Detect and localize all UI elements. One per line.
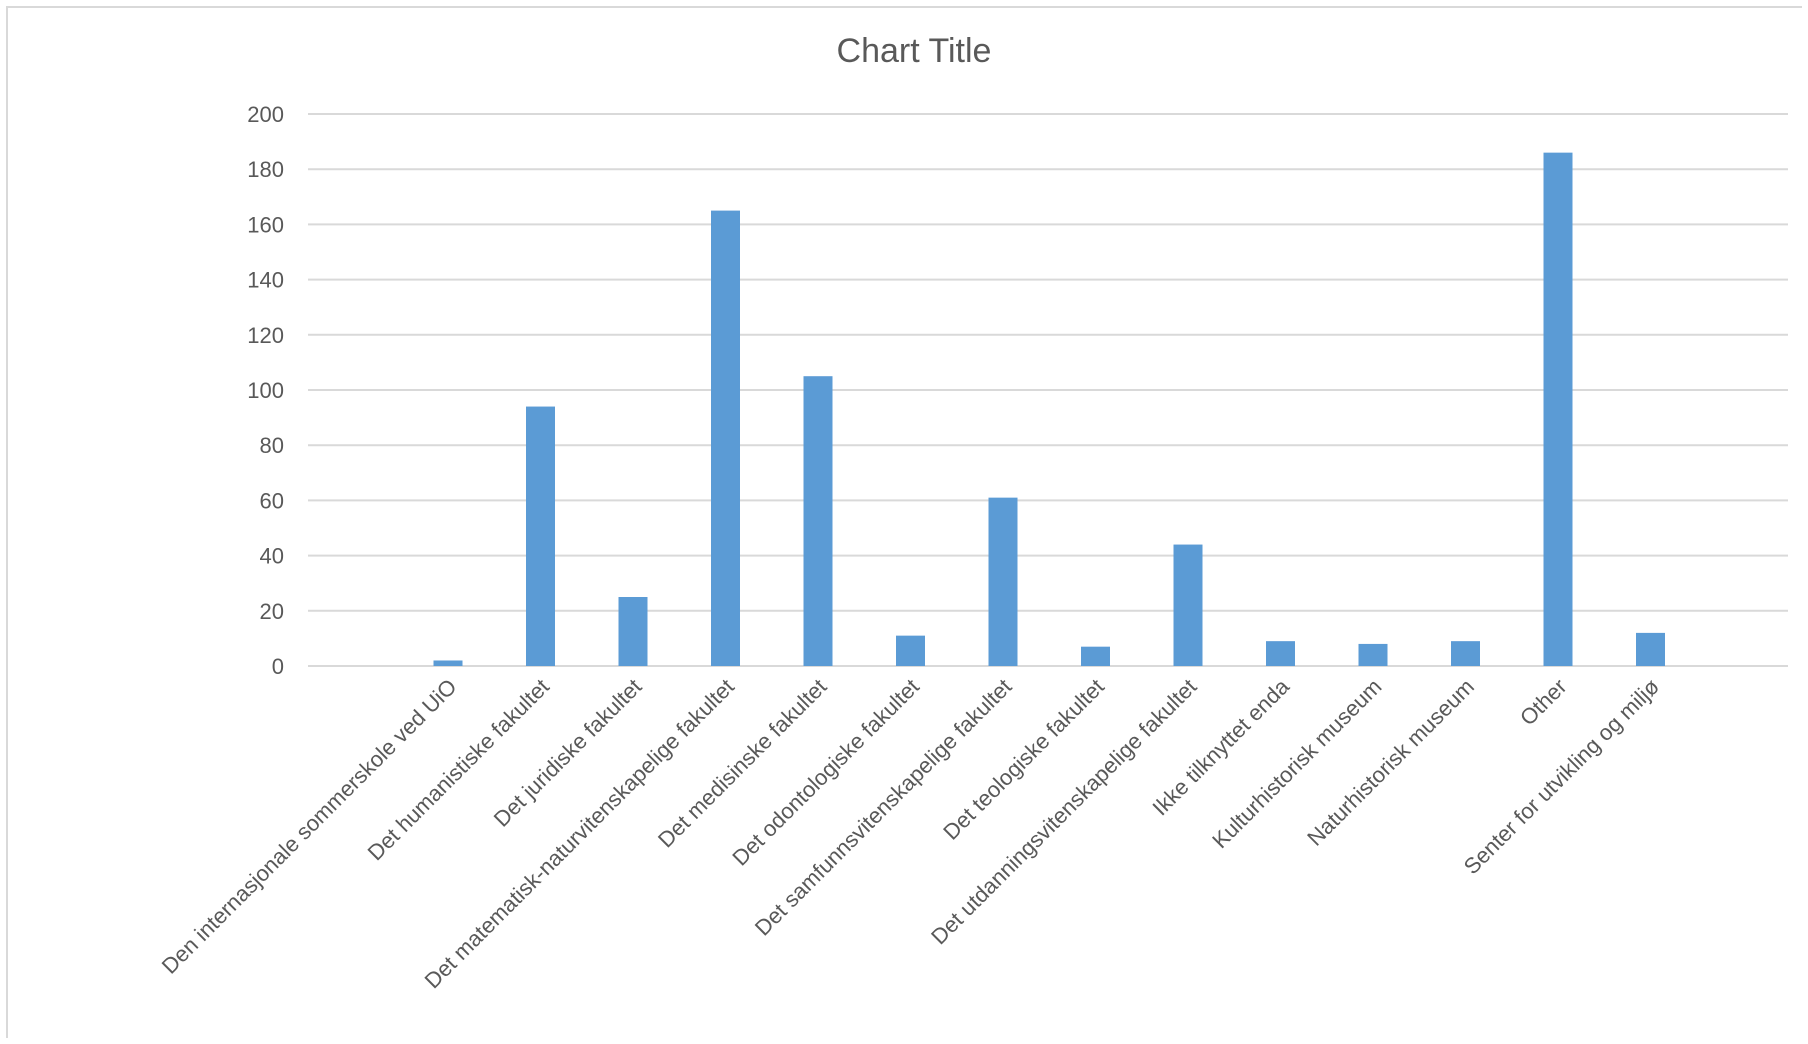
y-tick-label: 160 [247, 212, 284, 237]
bar [433, 660, 463, 666]
chart-area: Chart Title 0 20 40 60 80 100 120 140 160 180 200 … [6, 6, 1802, 1038]
x-category-label: Det humanistiske fakultet [363, 674, 554, 865]
bar [1173, 544, 1203, 666]
bar [896, 635, 925, 666]
bar [988, 497, 1018, 666]
bar [803, 376, 833, 666]
y-tick-label: 120 [247, 323, 284, 348]
bar [1636, 632, 1665, 666]
y-axis-tick-labels: 0 20 40 60 80 100 120 140 160 180 200 [247, 102, 284, 679]
y-tick-label: 80 [260, 433, 284, 458]
x-category-label: Det odontologiske fakultet [727, 674, 924, 871]
bar [1543, 152, 1573, 666]
x-category-label: Other [1515, 674, 1572, 731]
y-tick-label: 40 [260, 544, 284, 569]
x-category-label: Det matematisk-naturvitenskapelige fakul… [420, 674, 739, 993]
bar [1358, 643, 1388, 666]
y-tick-label: 200 [247, 102, 284, 127]
x-category-label: Senter for utvikling og miljø [1459, 674, 1664, 879]
y-tick-label: 60 [260, 488, 284, 513]
bars [433, 152, 1665, 666]
bar [526, 406, 555, 666]
x-category-label: Naturhistorisk museum [1302, 674, 1479, 851]
bar [711, 210, 740, 666]
y-tick-label: 180 [247, 157, 284, 182]
x-category-label: Kulturhistorisk museum [1207, 674, 1386, 853]
y-tick-label: 0 [272, 654, 284, 679]
bar [1081, 646, 1110, 666]
bar-chart: Chart Title 020406080100120140160180200 … [157, 32, 1788, 993]
bar [1266, 641, 1295, 666]
x-axis-category-labels: Den internasjonale sommerskole ved UiODe… [157, 673, 1664, 993]
chart-title: Chart Title [837, 32, 992, 70]
x-category-label: Det teologiske fakultet [938, 674, 1109, 845]
bar [1451, 641, 1480, 666]
bar [618, 597, 648, 666]
y-tick-label: 100 [247, 378, 284, 403]
y-tick-label: 20 [260, 599, 284, 624]
y-tick-label: 140 [247, 268, 284, 293]
x-category-label: Det medisinske fakultet [653, 674, 832, 853]
